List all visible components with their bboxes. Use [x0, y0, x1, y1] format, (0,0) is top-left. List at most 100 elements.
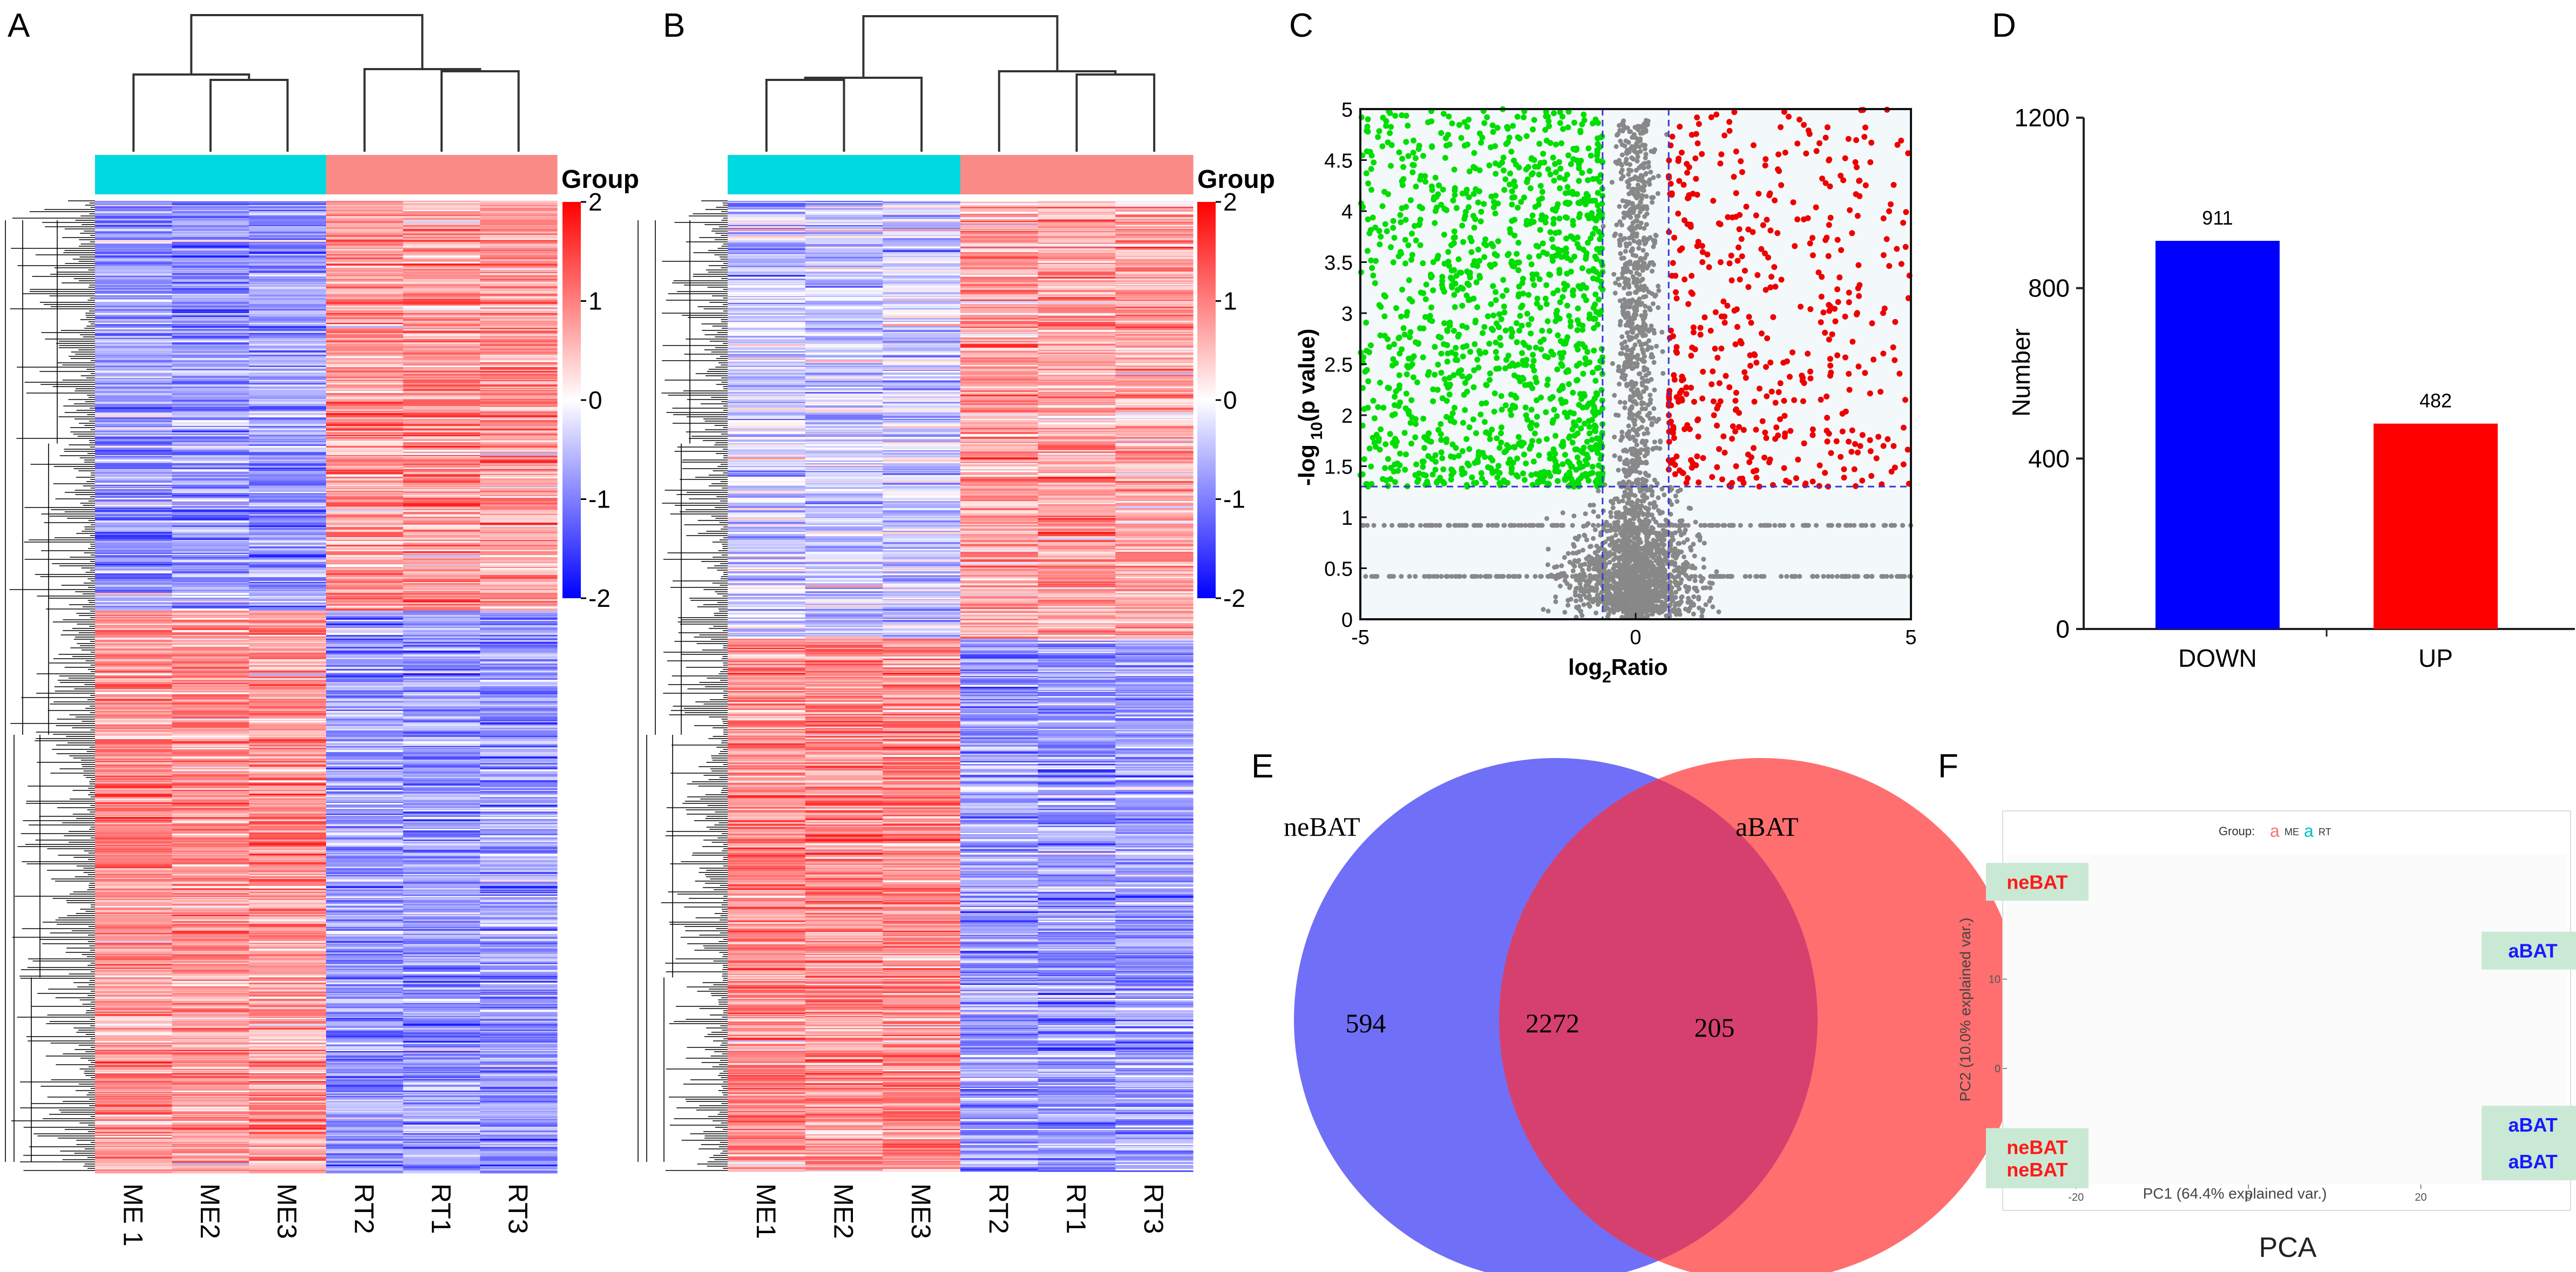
heatmap-cell	[728, 215, 806, 218]
heatmap-cell	[249, 452, 327, 454]
heatmap-cell	[1038, 341, 1116, 342]
heatmap-cell	[95, 254, 173, 256]
heatmap-cell	[95, 910, 173, 911]
heatmap-cell	[403, 821, 480, 823]
heatmap-cell	[403, 415, 480, 418]
heatmap-cell	[95, 440, 173, 441]
heatmap-cell	[326, 1145, 404, 1147]
heatmap-cell	[480, 908, 558, 910]
heatmap-cell	[95, 465, 173, 466]
heatmap-cell	[326, 1153, 404, 1156]
heatmap-cell	[403, 486, 480, 489]
heatmap-cell	[326, 856, 404, 859]
heatmap-cell	[172, 370, 249, 371]
heatmap-cell	[403, 891, 480, 892]
heatmap-cell	[95, 397, 173, 400]
heatmap-cell	[249, 1026, 327, 1029]
heatmap-cell	[805, 341, 883, 342]
heatmap-cell	[403, 735, 480, 738]
heatmap-cell	[728, 336, 806, 338]
heatmap-cell	[403, 1082, 480, 1085]
heatmap-cell	[480, 475, 558, 477]
heatmap-cell	[403, 923, 480, 924]
heatmap-cell	[326, 767, 404, 768]
heatmap-cell	[403, 314, 480, 315]
heatmap-cell	[249, 573, 327, 576]
heatmap-cell	[480, 378, 558, 380]
heatmap-cell	[403, 957, 480, 959]
heatmap-cell	[480, 623, 558, 624]
heatmap-cell	[403, 441, 480, 443]
heatmap-cell	[480, 769, 558, 772]
heatmap-cell	[249, 743, 327, 745]
heatmap-cell	[883, 296, 961, 297]
heatmap-cell	[480, 974, 558, 975]
heatmap-cell	[960, 215, 1039, 218]
heatmap-cell	[172, 478, 249, 481]
heatmap-cell	[480, 537, 558, 538]
heatmap-cell	[1115, 238, 1194, 241]
heatmap-cell	[805, 313, 883, 315]
heatmap-cell	[326, 1032, 404, 1035]
heatmap-cell	[326, 981, 404, 983]
heatmap-cell	[172, 439, 249, 441]
heatmap-cell	[95, 628, 173, 631]
heatmap-cell	[1115, 248, 1194, 251]
heatmap-cell	[1115, 306, 1194, 307]
heatmap-cell	[1115, 290, 1194, 293]
heatmap-cell	[326, 737, 404, 740]
heatmap-cell	[172, 333, 249, 335]
heatmap-cell	[326, 914, 404, 915]
heatmap-cell	[403, 485, 480, 486]
heatmap-cell	[172, 648, 249, 651]
heatmap-cell	[480, 867, 558, 869]
heatmap-cell	[249, 708, 327, 710]
heatmap-cell	[95, 229, 173, 232]
heatmap-cell	[172, 899, 249, 901]
heatmap-cell	[1038, 309, 1116, 312]
heatmap-cell	[1115, 283, 1194, 285]
heatmap-cell	[403, 472, 480, 475]
heatmap-cell	[805, 307, 883, 309]
heatmap-cell	[1115, 267, 1194, 269]
heatmap-cell	[95, 815, 173, 817]
heatmap-cell	[95, 514, 173, 515]
heatmap-cell	[172, 640, 249, 642]
heatmap-cell	[480, 279, 558, 281]
heatmap-cell	[172, 1030, 249, 1032]
heatmap-cell	[403, 276, 480, 278]
heatmap-cell	[480, 967, 558, 970]
heatmap-cell	[326, 820, 404, 822]
heatmap-cell	[960, 297, 1039, 299]
heatmap-cell	[883, 244, 961, 246]
heatmap-cell	[172, 882, 249, 884]
heatmap-cell	[249, 1076, 327, 1079]
heatmap-cell	[480, 251, 558, 252]
heatmap-cell	[249, 571, 327, 574]
heatmap-cell	[480, 795, 558, 797]
heatmap-cell	[249, 673, 327, 676]
heatmap-cell	[480, 517, 558, 519]
heatmap-cell	[95, 647, 173, 649]
heatmap-cell	[883, 261, 961, 263]
heatmap-cell	[480, 659, 558, 662]
heatmap-cell	[1115, 225, 1194, 227]
heatmap-cell	[172, 429, 249, 430]
heatmap-cell	[249, 263, 327, 266]
heatmap-cell	[249, 338, 327, 340]
heatmap-cell	[403, 205, 480, 207]
heatmap-cell	[95, 874, 173, 876]
heatmap-cell	[1038, 247, 1116, 249]
heatmap-cell	[326, 341, 404, 343]
heatmap-cell	[480, 874, 558, 876]
heatmap-cell	[326, 803, 404, 805]
heatmap-cell	[326, 762, 404, 763]
group-bar-cell	[326, 155, 404, 194]
heatmap-cell	[1038, 282, 1116, 283]
heatmap-cell	[95, 990, 173, 992]
heatmap-cell	[95, 820, 173, 822]
heatmap-cell	[172, 1170, 249, 1172]
heatmap-cell	[172, 399, 249, 400]
heatmap-cell	[172, 1057, 249, 1058]
heatmap-cell	[480, 1085, 558, 1087]
